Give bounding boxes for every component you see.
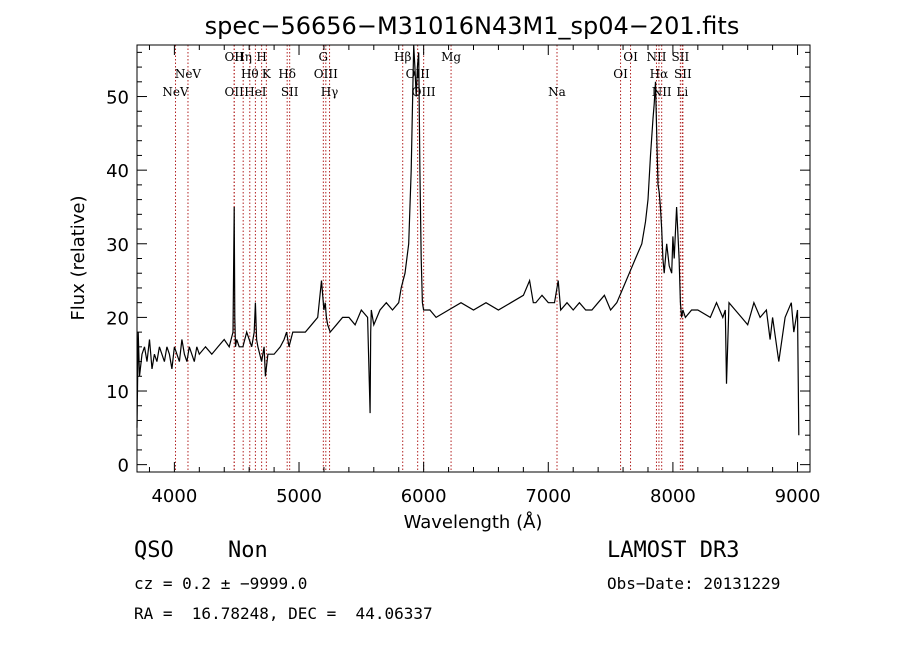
y-tick-label: 30 bbox=[106, 235, 129, 256]
emission-line-label: SII bbox=[674, 67, 692, 81]
emission-line-label: OII bbox=[225, 85, 245, 99]
emission-line-label: Hθ bbox=[241, 67, 259, 81]
emission-line-markers bbox=[175, 45, 684, 472]
obs-date-text: Obs−Date: 20131229 bbox=[607, 574, 781, 593]
coords-text: RA = 16.78248, DEC = 44.06337 bbox=[134, 604, 433, 623]
x-tick-label: 8000 bbox=[650, 486, 696, 507]
emission-line-label: Mg bbox=[441, 50, 461, 64]
emission-line-label: Hδ bbox=[278, 67, 296, 81]
chart-title: spec−56656−M31016N43M1_sp04−201.fits bbox=[205, 12, 740, 40]
emission-line-label: G bbox=[319, 50, 329, 64]
spectrum-line bbox=[136, 44, 800, 436]
emission-line-label: Hγ bbox=[321, 85, 339, 99]
y-tick-label: 40 bbox=[106, 161, 129, 182]
emission-line-label: Na bbox=[548, 85, 566, 99]
emission-line-label: SII bbox=[672, 50, 690, 64]
y-tick-label: 0 bbox=[118, 456, 129, 477]
emission-line-label: HeI bbox=[244, 85, 267, 99]
x-tick-label: 7000 bbox=[525, 486, 571, 507]
axis-ticks bbox=[137, 45, 810, 472]
axis-tick-labels: 4000 5000 6000 7000 8000 9000 0 10 20 30 40 50 bbox=[106, 88, 820, 507]
emission-line-label: Hα bbox=[650, 67, 669, 81]
y-tick-label: 20 bbox=[106, 308, 129, 329]
x-tick-label: 4000 bbox=[151, 486, 197, 507]
emission-line-label: NeV bbox=[162, 85, 189, 99]
emission-line-label: OIII bbox=[406, 67, 430, 81]
y-axis-label: Flux (relative) bbox=[68, 195, 89, 320]
emission-line-label: NII bbox=[646, 50, 666, 64]
emission-line-label: OI bbox=[613, 67, 628, 81]
survey-label: LAMOST DR3 bbox=[607, 538, 740, 563]
emission-line-label: Li bbox=[676, 85, 688, 99]
x-axis-label: Wavelength (Å) bbox=[404, 511, 543, 533]
emission-line-label: OII bbox=[225, 50, 245, 64]
object-subclass: Non bbox=[228, 538, 268, 563]
x-tick-label: 6000 bbox=[401, 486, 447, 507]
emission-line-label: Hβ bbox=[394, 50, 411, 64]
redshift-text: cz = 0.2 ± −9999.0 bbox=[134, 574, 308, 593]
x-tick-label: 5000 bbox=[276, 486, 322, 507]
emission-line-label: NeV bbox=[175, 67, 202, 81]
emission-line-label: OIII bbox=[412, 85, 436, 99]
y-tick-label: 10 bbox=[106, 382, 129, 403]
x-tick-label: 9000 bbox=[775, 486, 821, 507]
emission-line-label: K bbox=[262, 67, 272, 81]
y-tick-label: 50 bbox=[106, 88, 129, 109]
emission-line-label: Hη bbox=[234, 50, 252, 64]
spectrum-chart: spec−56656−M31016N43M1_sp04−201.fits NeV… bbox=[68, 12, 820, 533]
emission-line-label: NII bbox=[652, 85, 672, 99]
emission-line-label: H bbox=[256, 50, 266, 64]
emission-line-label: OIII bbox=[314, 67, 338, 81]
emission-line-label: OI bbox=[623, 50, 638, 64]
emission-line-label: SII bbox=[281, 85, 299, 99]
object-class: QSO bbox=[134, 538, 174, 563]
plot-frame bbox=[136, 44, 811, 473]
